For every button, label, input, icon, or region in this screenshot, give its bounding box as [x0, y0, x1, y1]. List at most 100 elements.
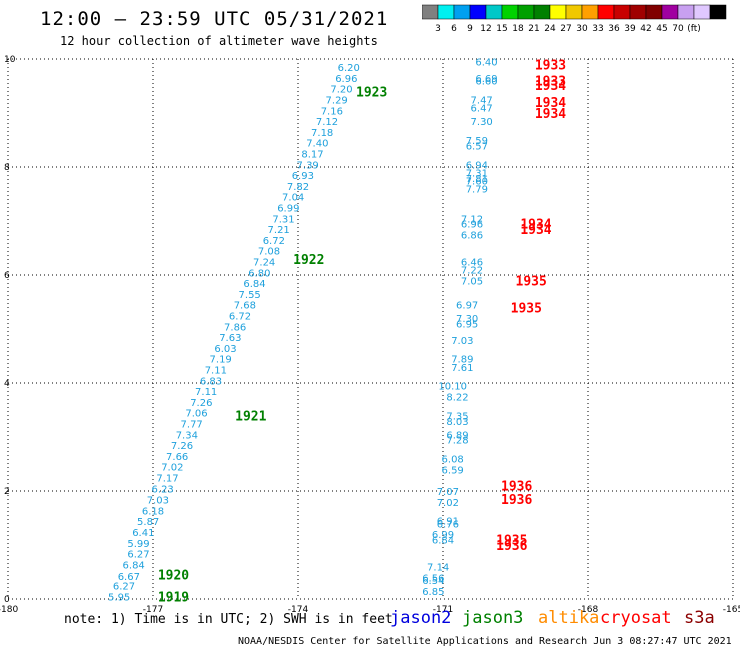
colorbar-tick-label: 45: [656, 24, 667, 34]
swh-value-label: 7.14: [427, 563, 449, 574]
swh-value-label: 5.87: [137, 517, 159, 528]
swh-value-label: 7.12: [461, 214, 483, 225]
swh-value-label: 6.93: [292, 171, 314, 182]
colorbar-tick-label: 9: [467, 24, 473, 34]
colorbar-tick-label: 3: [435, 24, 441, 34]
swh-value-label: 7.02: [161, 463, 183, 474]
y-tick-label: 4: [4, 379, 10, 389]
colorbar-tick-label: 70: [672, 24, 684, 34]
colorbar-tick-label: 33: [592, 24, 603, 34]
colorbar-tick-label: 6: [451, 24, 457, 34]
swh-value-label: 7.02: [437, 498, 459, 509]
swh-value-label: 10.10: [438, 382, 467, 393]
time-label: 1933: [535, 75, 566, 90]
swh-value-label: 6.83: [200, 376, 222, 387]
swh-value-label: 6.27: [113, 582, 135, 593]
time-label: 1919: [158, 590, 189, 605]
swh-value-label: 6.95: [456, 320, 478, 331]
swh-value-label: 7.19: [210, 355, 232, 366]
colorbar-swatch: [709, 4, 727, 20]
swh-value-label: 7.08: [258, 247, 280, 258]
swh-value-label: 6.84: [432, 536, 454, 547]
swh-value-label: 7.47: [471, 96, 493, 107]
swh-value-label: 6.72: [263, 236, 285, 247]
swh-value-label: 7.20: [330, 85, 352, 96]
colorbar-tick-label: 21: [528, 24, 539, 34]
colorbar-tick-label: 30: [576, 24, 588, 34]
swh-value-label: 6.57: [466, 141, 488, 152]
swh-value-label: 7.30: [456, 314, 478, 325]
x-tick-label: -174: [288, 605, 309, 615]
footnote: note: 1) Time is in UTC; 2) SWH is in fe…: [64, 612, 393, 627]
swh-value-label: 7.06: [185, 409, 207, 420]
swh-value-label: 7.30: [471, 117, 493, 128]
swh-value-label: 6.99: [432, 530, 454, 541]
swh-value-label: 7.17: [156, 474, 178, 485]
chart-subtitle: 12 hour collection of altimeter wave hei…: [60, 34, 378, 48]
swh-value-label: 6.96: [335, 74, 357, 85]
swh-value-label: 6.99: [277, 204, 299, 215]
swh-value-label: 6.23: [152, 484, 174, 495]
x-tick-label: -180: [0, 605, 18, 615]
time-label: 1934: [535, 79, 566, 94]
swh-value-label: 6.41: [132, 528, 154, 539]
swh-value-label: 8.03: [446, 417, 468, 428]
y-tick-label: 6: [4, 271, 10, 281]
swh-value-label: 6.89: [446, 430, 468, 441]
time-label: 1936: [496, 539, 527, 554]
swh-value-label: 5.99: [127, 539, 149, 550]
swh-value-label: 7.11: [195, 387, 217, 398]
swh-value-label: 7.89: [451, 355, 473, 366]
time-label: 1921: [235, 409, 266, 424]
swh-value-label: 7.68: [234, 301, 256, 312]
swh-value-label: 7.04: [282, 193, 304, 204]
swh-value-label: 6.76: [437, 519, 459, 530]
time-label: 1934: [520, 218, 551, 233]
swh-value-label: 6.54: [422, 576, 444, 587]
swh-value-label: 7.16: [321, 106, 343, 117]
time-label: 1936: [501, 480, 532, 495]
swh-value-label: 7.66: [166, 452, 188, 463]
time-label: 1935: [496, 534, 527, 549]
time-label: 1936: [501, 493, 532, 508]
swh-value-label: 7.03: [147, 496, 169, 507]
swh-value-label: 6.47: [471, 104, 493, 115]
swh-value-label: 7.63: [219, 333, 241, 344]
swh-value-label: 7.21: [268, 225, 290, 236]
swh-value-label: 6.86: [461, 231, 483, 242]
swh-value-label: 6.18: [142, 506, 164, 517]
swh-value-label: 6.03: [214, 344, 236, 355]
swh-value-label: 6.91: [437, 517, 459, 528]
swh-value-label: 7.22: [461, 266, 483, 277]
swh-value-label: 7.34: [176, 430, 198, 441]
y-tick-label: 0: [4, 595, 10, 605]
colorbar-tick-label: 15: [496, 24, 507, 34]
time-label: 1934: [520, 223, 551, 238]
swh-value-label: 7.40: [306, 139, 328, 150]
swh-value-label: 7.24: [253, 258, 275, 269]
swh-value-label: 7.77: [181, 420, 203, 431]
swh-value-label: 6.80: [248, 268, 270, 279]
swh-value-label: 7.79: [466, 185, 488, 196]
swh-value-label: 8.22: [446, 393, 468, 404]
y-tick-label: 2: [4, 487, 10, 497]
swh-value-label: 6.84: [243, 279, 265, 290]
x-tick-label: -177: [143, 605, 163, 615]
swh-value-label: 7.29: [326, 96, 348, 107]
swh-value-label: 5.95: [108, 592, 130, 603]
time-label: 1933: [535, 58, 566, 73]
swh-value-label: 6.46: [461, 258, 483, 269]
swh-value-label: 6.20: [338, 63, 360, 74]
legend-item-cryosat: cryosat: [600, 608, 672, 628]
swh-value-label: 7.61: [451, 363, 473, 374]
swh-value-label: 6.40: [475, 58, 497, 69]
swh-value-label: 7.11: [205, 366, 227, 377]
swh-value-label: 6.08: [442, 455, 464, 466]
swh-value-label: 6.67: [118, 572, 140, 583]
swh-value-label: 7.39: [297, 160, 319, 171]
time-label: 1920: [158, 569, 189, 584]
time-label: 1922: [293, 253, 324, 268]
swh-value-label: 6.27: [127, 550, 149, 561]
x-tick-label: -171: [433, 605, 453, 615]
swh-value-label: 6.94: [466, 160, 488, 171]
